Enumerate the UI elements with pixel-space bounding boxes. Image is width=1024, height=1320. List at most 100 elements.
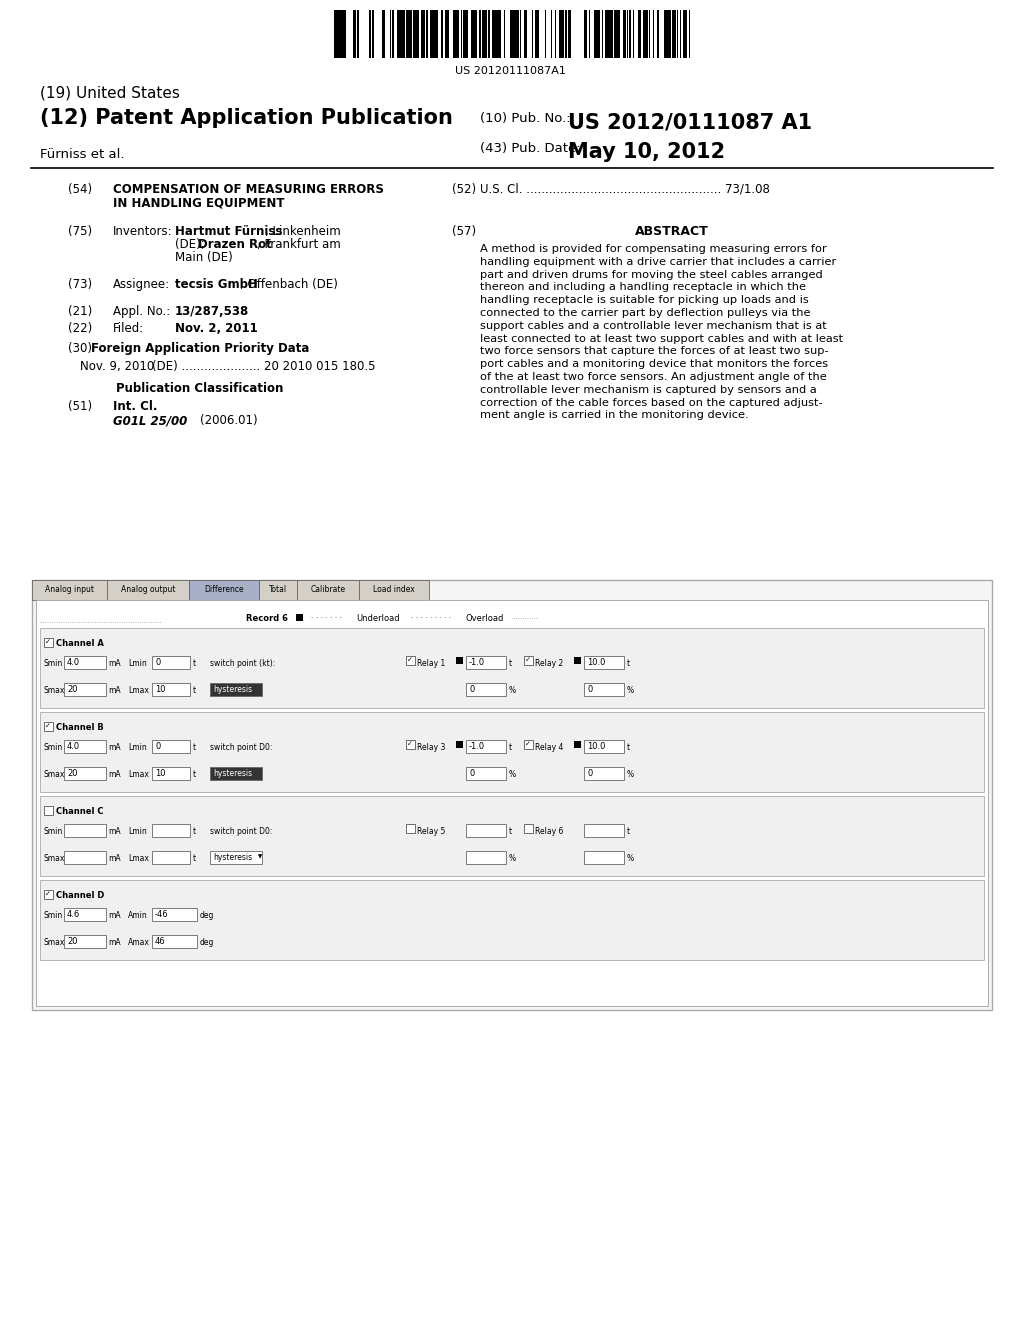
- Bar: [673, 11, 676, 58]
- Text: %: %: [627, 686, 634, 696]
- Text: ✓: ✓: [45, 723, 51, 729]
- Bar: [569, 11, 571, 58]
- Text: Drazen Rot: Drazen Rot: [198, 238, 271, 251]
- Text: IN HANDLING EQUIPMENT: IN HANDLING EQUIPMENT: [113, 195, 285, 209]
- Bar: [210, 851, 262, 865]
- Text: 4.0: 4.0: [67, 657, 80, 667]
- Text: mA: mA: [108, 911, 121, 920]
- Text: Overload: Overload: [466, 614, 505, 623]
- Bar: [152, 741, 190, 752]
- Bar: [445, 11, 447, 58]
- Text: t: t: [193, 828, 197, 836]
- Bar: [494, 11, 496, 58]
- Bar: [40, 628, 984, 708]
- Bar: [297, 579, 359, 601]
- Text: 4.0: 4.0: [67, 742, 80, 751]
- Bar: [466, 11, 468, 58]
- Bar: [453, 11, 455, 58]
- Bar: [524, 656, 534, 665]
- Text: , Linkenheim: , Linkenheim: [265, 224, 341, 238]
- Bar: [559, 11, 561, 58]
- Bar: [498, 11, 501, 58]
- Text: Analog output: Analog output: [121, 586, 175, 594]
- Text: 0: 0: [155, 657, 160, 667]
- Text: Relay 5: Relay 5: [417, 828, 445, 836]
- Bar: [63, 908, 106, 921]
- Bar: [338, 11, 341, 58]
- Bar: [152, 824, 190, 837]
- Text: Smin: Smin: [44, 659, 63, 668]
- Text: t: t: [193, 770, 197, 779]
- Bar: [44, 890, 53, 899]
- Bar: [537, 11, 539, 58]
- Bar: [44, 807, 53, 814]
- Bar: [32, 579, 992, 1010]
- Text: (52): (52): [452, 183, 476, 195]
- Text: mA: mA: [108, 686, 121, 696]
- Text: t: t: [193, 659, 197, 668]
- Bar: [189, 579, 259, 601]
- Text: ABSTRACT: ABSTRACT: [635, 224, 709, 238]
- Bar: [372, 11, 374, 58]
- Text: Relay 4: Relay 4: [535, 743, 563, 752]
- Bar: [594, 11, 596, 58]
- Bar: [524, 11, 527, 58]
- Text: Calibrate: Calibrate: [310, 586, 345, 594]
- Bar: [666, 11, 668, 58]
- Bar: [40, 796, 984, 876]
- Bar: [400, 11, 403, 58]
- Bar: [456, 741, 463, 748]
- Text: correction of the cable forces based on the captured adjust-: correction of the cable forces based on …: [480, 397, 822, 408]
- Text: COMPENSATION OF MEASURING ERRORS: COMPENSATION OF MEASURING ERRORS: [113, 183, 384, 195]
- Text: Relay 1: Relay 1: [417, 659, 445, 668]
- Bar: [466, 656, 506, 669]
- Bar: [359, 579, 429, 601]
- Bar: [524, 741, 534, 748]
- Text: ✓: ✓: [45, 891, 51, 898]
- Bar: [423, 11, 425, 58]
- Text: t: t: [193, 743, 197, 752]
- Text: port cables and a monitoring device that monitors the forces: port cables and a monitoring device that…: [480, 359, 828, 370]
- Text: 20: 20: [67, 937, 78, 946]
- Bar: [63, 682, 106, 696]
- Text: (54): (54): [68, 183, 92, 195]
- Text: %: %: [509, 770, 516, 779]
- Text: Int. Cl.: Int. Cl.: [113, 400, 158, 413]
- Text: (2006.01): (2006.01): [200, 414, 258, 426]
- Text: (22): (22): [68, 322, 92, 335]
- Text: .......................................................: ........................................…: [38, 618, 162, 624]
- Bar: [565, 11, 567, 58]
- Bar: [668, 11, 671, 58]
- Bar: [40, 711, 984, 792]
- Text: Relay 3: Relay 3: [417, 743, 445, 752]
- Text: -1.0: -1.0: [469, 657, 485, 667]
- Text: Relay 2: Relay 2: [535, 659, 563, 668]
- Text: Assignee:: Assignee:: [113, 279, 170, 290]
- Bar: [584, 767, 624, 780]
- Text: 13/287,538: 13/287,538: [175, 305, 249, 318]
- Bar: [63, 824, 106, 837]
- Text: 0: 0: [587, 685, 592, 694]
- Text: t: t: [193, 686, 197, 696]
- Text: controllable lever mechanism is captured by sensors and a: controllable lever mechanism is captured…: [480, 385, 817, 395]
- Bar: [685, 11, 687, 58]
- Text: Channel B: Channel B: [56, 723, 103, 733]
- Bar: [406, 656, 415, 665]
- Text: Channel A: Channel A: [56, 639, 103, 648]
- Text: Smax: Smax: [44, 686, 66, 696]
- Bar: [152, 767, 190, 780]
- Bar: [32, 579, 106, 601]
- Bar: [430, 11, 433, 58]
- Bar: [516, 11, 519, 58]
- Text: ✓: ✓: [45, 639, 51, 645]
- Text: two force sensors that capture the forces of at least two sup-: two force sensors that capture the force…: [480, 346, 828, 356]
- Text: Inventors:: Inventors:: [113, 224, 173, 238]
- Text: -46: -46: [155, 909, 169, 919]
- Bar: [492, 11, 494, 58]
- Text: switch point D0:: switch point D0:: [210, 828, 272, 836]
- Text: deg: deg: [200, 911, 214, 920]
- Text: A method is provided for compensating measuring errors for: A method is provided for compensating me…: [480, 244, 826, 253]
- Text: Lmax: Lmax: [128, 686, 148, 696]
- Bar: [474, 11, 477, 58]
- Bar: [344, 11, 346, 58]
